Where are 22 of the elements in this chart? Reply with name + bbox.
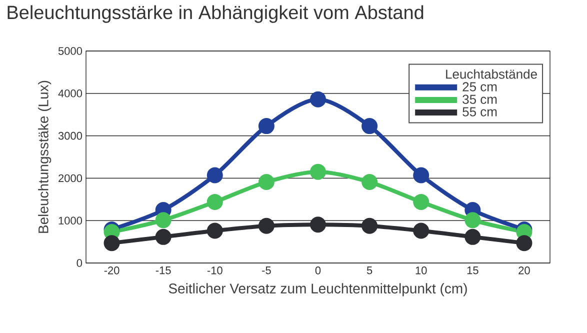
x-tick-label: 10 (416, 266, 427, 274)
y-axis-title: Beleuchtungsstäke (Lux) (38, 80, 52, 233)
legend-label: 25 cm (462, 82, 497, 92)
x-tick-label: 0 (315, 266, 321, 274)
y-tick-label: 0 (76, 259, 82, 267)
y-tick-label: 2000 (58, 174, 82, 182)
x-tick-label: -5 (262, 266, 271, 274)
x-tick-label: 15 (467, 266, 478, 274)
legend-label: 35 cm (462, 94, 497, 104)
x-axis-title: Seitlicher Versatz zum Leuchtenmittelpunkt (cm) (168, 283, 467, 296)
x-tick-label: -20 (104, 266, 120, 274)
x-tick-label: 5 (366, 266, 372, 274)
y-tick-label: 5000 (58, 47, 82, 55)
y-tick-label: 3000 (58, 132, 82, 140)
legend-label: 55 cm (462, 107, 497, 116)
y-tick-label: 4000 (58, 90, 82, 98)
x-tick-label: 20 (518, 266, 530, 274)
chart-title: Beleuchtungsstärke in Abhängigkeit vom Abstand (8, 5, 424, 23)
x-tick-label: -15 (156, 266, 171, 274)
legend-title: Leuchtabstände (446, 69, 537, 79)
y-tick-label: 1000 (58, 216, 82, 224)
x-tick-label: -10 (207, 266, 222, 274)
